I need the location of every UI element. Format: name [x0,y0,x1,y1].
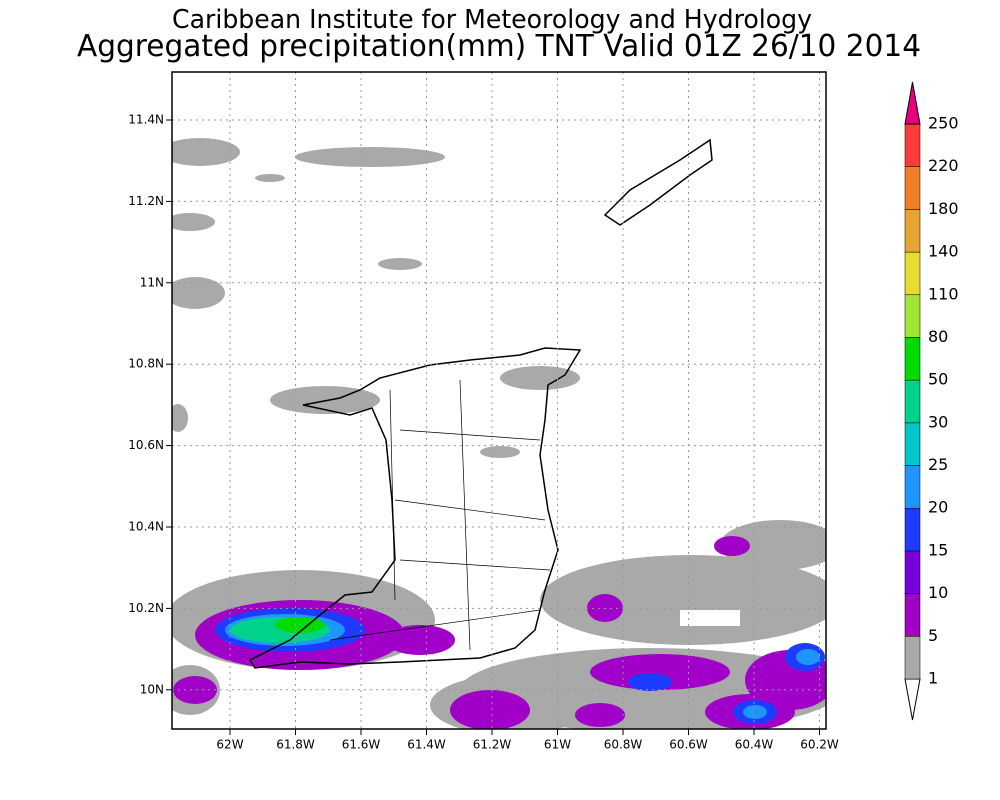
colorbar-segment [904,166,921,210]
colorbar-label: 180 [928,199,959,218]
lon-label: 60.4W [735,738,774,752]
lon-label: 61.6W [342,738,381,752]
colorbar-segment [904,251,921,296]
lat-label: 10.2N [128,601,164,615]
colorbar-segment [904,507,921,552]
colorbar-segment [904,123,921,167]
lon-label: 61.4W [407,738,446,752]
colorbar-segment [904,209,921,253]
roads [329,379,551,651]
colorbar-segment [904,337,921,381]
colorbar-label: 50 [928,370,948,389]
lon-label: 60.2W [800,738,839,752]
colorbar-label: 80 [928,327,948,346]
colorbar-label: 5 [928,626,938,645]
graticule: 11.4N 11.2N 11N 10.8N 10.6N 10.4N 10.2N 10N 62W 6… [128,72,839,752]
colorbar-segment [904,550,921,594]
lat-label: 10.4N [128,520,164,534]
colorbar-label: 250 [928,114,959,133]
colorbar-label: 25 [928,455,948,474]
colorbar-label: 1 [928,669,938,688]
lat-label: 11.2N [128,194,164,208]
colorbar-label: 15 [928,540,948,559]
lat-label: 11.4N [128,113,164,127]
precip-50-80 [275,617,325,633]
title: Caribbean Institute for Meteorology and … [172,5,812,35]
colorbar-segment [904,636,921,680]
colorbar-segment [904,465,921,509]
lon-label: 61.8W [276,738,315,752]
colorbar-low [904,678,921,721]
lon-label: 61W [544,738,571,752]
colorbar-high [904,81,921,125]
lat-label: 10.6N [128,438,164,452]
precip-field [172,138,826,729]
lon-label: 61.2W [473,738,512,752]
colorbar-segment [904,593,921,637]
lon-label: 60.6W [669,738,708,752]
colorbar-label: 30 [928,412,948,431]
trinidad-coast [248,347,582,669]
lon-label: 62W [216,738,243,752]
colorbar-label: 20 [928,498,948,517]
tobago-coast [603,138,713,226]
colorbar-label: 10 [928,583,948,602]
lat-label: 11N [140,275,164,289]
colorbar-label: 110 [928,284,959,303]
colorbar-label: 220 [928,156,959,175]
map-frame [171,71,827,730]
colorbar-segment [904,422,921,466]
lon-label: 60.8W [604,738,643,752]
lat-label: 10N [140,682,164,696]
colorbar-label: 140 [928,242,959,261]
colorbar-segment [904,379,921,424]
lat-label: 10.8N [128,357,164,371]
subtitle: Aggregated precipitation(mm) TNT Valid 0… [77,29,921,64]
colorbar-segment [904,294,921,338]
